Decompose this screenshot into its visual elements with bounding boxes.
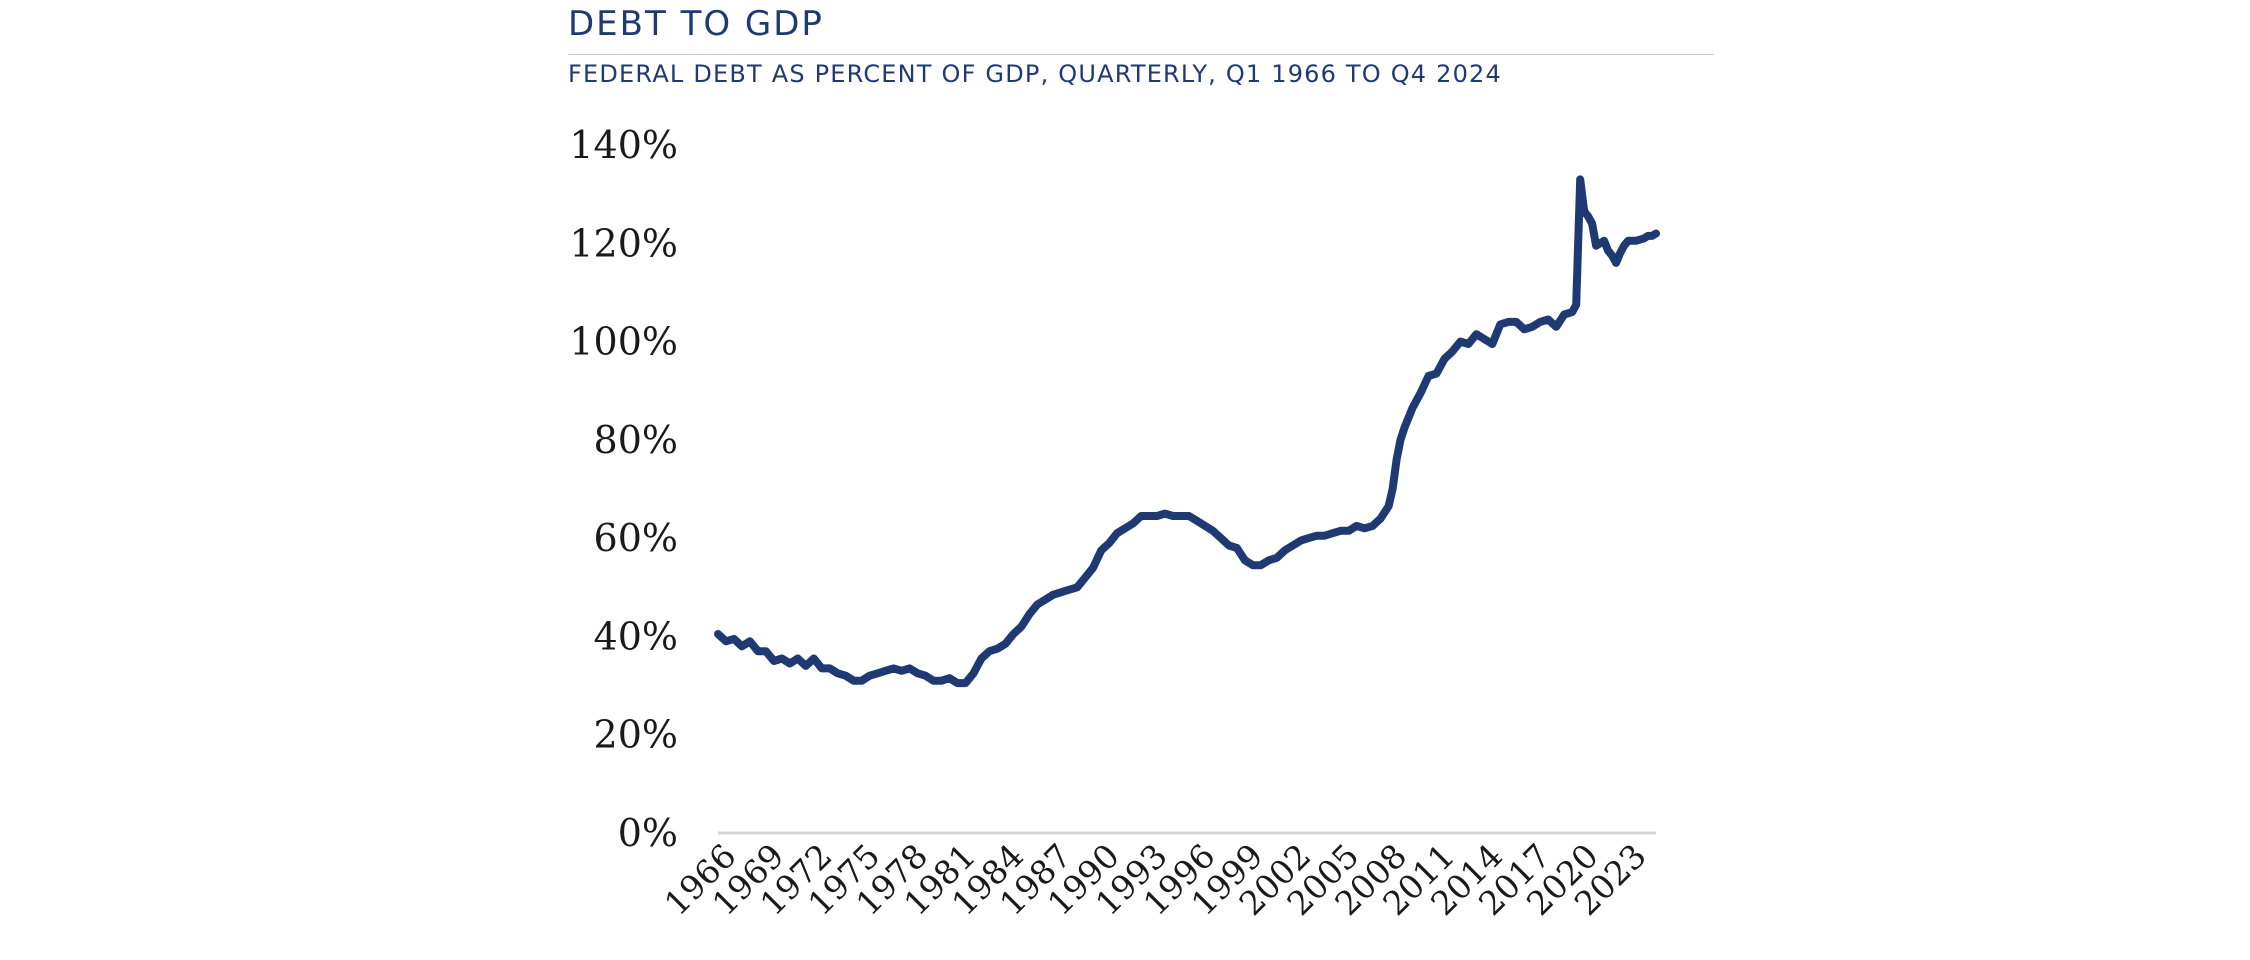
y-tick-label: 120% [569,221,678,265]
y-tick-label: 40% [594,614,678,658]
series-line [714,175,1660,688]
x-axis: 1966196919721975197819811984198719901993… [657,836,1654,923]
series-group [714,175,1660,688]
chart-title: DEBT TO GDP [568,4,824,44]
y-tick-label: 140% [569,123,678,167]
y-axis: 0% 20% 40% 60% 80% 100% 120% 140% [569,123,678,855]
y-tick-label: 100% [569,320,678,364]
y-tick-label: 20% [594,713,678,757]
y-tick-label: 80% [594,418,678,462]
y-tick-label: 60% [594,516,678,560]
title-divider [568,54,1714,55]
y-tick-label: 0% [618,811,678,855]
chart-subtitle: FEDERAL DEBT AS PERCENT OF GDP, QUARTERL… [568,60,1502,88]
